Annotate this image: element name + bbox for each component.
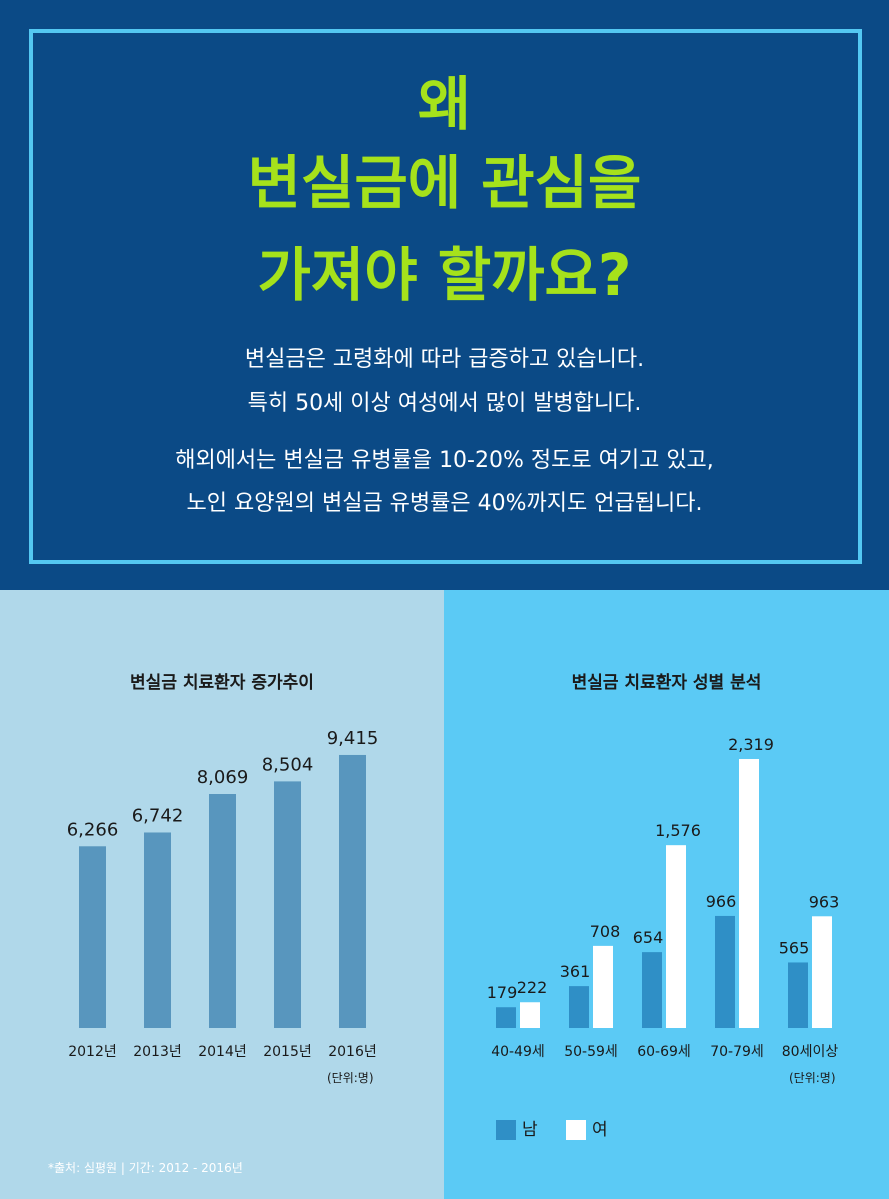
trend-chart-panel: 변실금 치료환자 증가추이 6,266 2012년 6,742 2013년 8,069 2…: [0, 590, 444, 1199]
x-tick-2016년: 2016년: [328, 1044, 377, 1060]
gender-chart-panel: 변실금 치료환자 성별 분석 179 222 40-49세 361 708 50-59세 6…: [444, 590, 889, 1199]
headline-line-3: 가져야 할까요?: [257, 241, 632, 309]
bar-여-40-49세: [520, 1002, 540, 1028]
x-tick-2013년: 2013년: [133, 1044, 182, 1060]
x-tick-50-59세: 50-59세: [564, 1044, 618, 1060]
value-label-여-80세이상: 963: [809, 892, 840, 911]
x-tick-40-49세: 40-49세: [491, 1044, 545, 1060]
x-tick-2015년: 2015년: [263, 1044, 312, 1060]
header-section: 왜 변실금에 관심을 가져야 할까요? 변실금은 고령화에 따라 급증하고 있습…: [0, 0, 889, 590]
trend-chart: 6,266 2012년 6,742 2013년 8,069 2014년 8,504 2015년…: [67, 728, 379, 1060]
x-tick-80세이상: 80세이상: [782, 1044, 839, 1060]
bar-2016년: [339, 754, 366, 1028]
headline-line-2: 변실금에 관심을: [247, 149, 642, 217]
bar-2013년: [144, 832, 171, 1028]
intro-line-1: 변실금은 고령화에 따라 급증하고 있습니다.: [244, 347, 645, 372]
value-label-2012년: 6,266: [67, 819, 119, 840]
bar-2012년: [79, 846, 106, 1028]
source-note: *출처: 심평원 | 기간: 2012 - 2016년: [48, 1161, 243, 1175]
bar-남-50-59세: [569, 986, 589, 1028]
value-label-2016년: 9,415: [327, 728, 379, 749]
bar-2015년: [274, 781, 301, 1028]
value-label-2013년: 6,742: [132, 805, 184, 826]
gender-chart-unit: (단위:명): [789, 1071, 836, 1085]
value-label-여-60-69세: 1,576: [655, 821, 701, 840]
detail-line-1: 해외에서는 변실금 유병률을 10-20% 정도로 여기고 있고,: [175, 448, 714, 473]
legend-swatch-male: [496, 1120, 516, 1140]
bar-남-80세이상: [788, 962, 808, 1028]
detail-line-2: 노인 요양원의 변실금 유병률은 40%까지도 언급됩니다.: [186, 491, 703, 516]
bar-남-70-79세: [715, 915, 735, 1028]
value-label-여-40-49세: 222: [517, 978, 548, 997]
value-label-남-80세이상: 565: [779, 938, 810, 957]
value-label-여-50-59세: 708: [590, 922, 621, 941]
value-label-남-60-69세: 654: [633, 928, 664, 947]
legend-label-female: 여: [592, 1120, 608, 1140]
value-label-여-70-79세: 2,319: [728, 735, 774, 754]
bar-여-60-69세: [666, 845, 686, 1028]
gender-chart-title: 변실금 치료환자 성별 분석: [571, 673, 762, 693]
x-tick-70-79세: 70-79세: [710, 1044, 764, 1060]
legend-label-male: 남: [522, 1120, 538, 1140]
bar-남-40-49세: [496, 1007, 516, 1028]
bar-여-70-79세: [739, 758, 759, 1028]
gender-chart: 179 222 40-49세 361 708 50-59세 654 1,576 60-69세 96…: [487, 735, 840, 1060]
bar-여-50-59세: [593, 945, 613, 1028]
x-tick-60-69세: 60-69세: [637, 1044, 691, 1060]
trend-chart-title: 변실금 치료환자 증가추이: [130, 673, 314, 693]
header-frame: [29, 29, 862, 564]
bar-2014년: [209, 793, 236, 1028]
value-label-남-70-79세: 966: [706, 892, 737, 911]
value-label-남-40-49세: 179: [487, 983, 518, 1002]
value-label-2015년: 8,504: [262, 754, 314, 775]
value-label-남-50-59세: 361: [560, 962, 591, 981]
x-tick-2014년: 2014년: [198, 1044, 247, 1060]
x-tick-2012년: 2012년: [68, 1044, 117, 1060]
bar-여-80세이상: [812, 916, 832, 1028]
headline-line-1: 왜: [417, 70, 472, 138]
value-label-2014년: 8,069: [197, 767, 249, 788]
trend-chart-unit: (단위:명): [327, 1071, 374, 1085]
intro-line-2: 특히 50세 이상 여성에서 많이 발병합니다.: [247, 391, 642, 416]
legend-swatch-female: [566, 1120, 586, 1140]
bar-남-60-69세: [642, 952, 662, 1028]
